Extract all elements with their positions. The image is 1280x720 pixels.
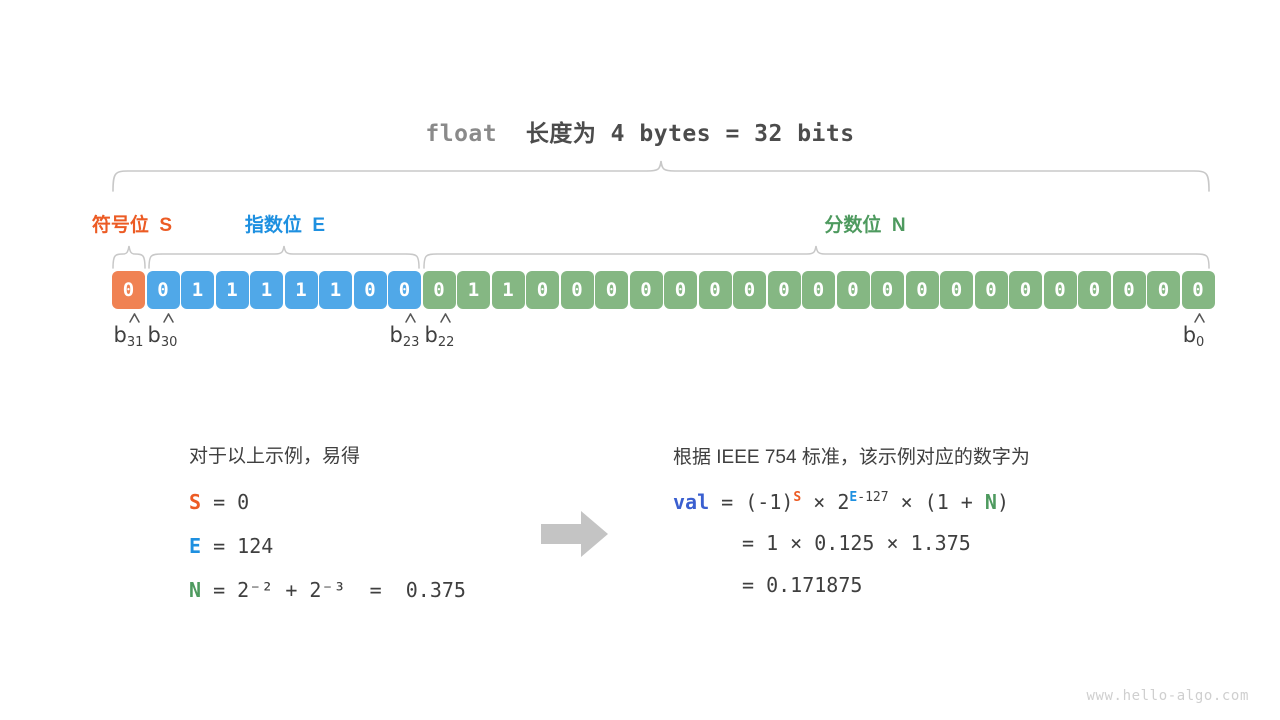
bit-cell-b12: 0 <box>767 271 801 309</box>
marker-label-b23: b23 <box>389 323 420 350</box>
formula-mult1: × 2 <box>801 490 850 514</box>
bit-cell-b14: 0 <box>698 271 732 309</box>
formula-n: N <box>984 490 997 514</box>
brace-exponent <box>148 245 420 269</box>
formula-name: val <box>673 490 710 514</box>
marker-label-b0: b0 <box>1182 323 1205 350</box>
bit-cell-b28: 1 <box>215 271 249 309</box>
bit-cell-b2: 0 <box>1112 271 1146 309</box>
bit-cell-b8: 0 <box>905 271 939 309</box>
bit-cell-b4: 0 <box>1043 271 1077 309</box>
bit-cell-b23: 0 <box>388 271 421 309</box>
right-result-block: 根据 IEEE 754 标准，该示例对应的数字为 val = (-1)S × 2… <box>673 448 1030 595</box>
bit-cell-b21: 1 <box>457 271 490 309</box>
bit-cell-b25: 1 <box>319 271 352 309</box>
left-row-s: S = 0 <box>189 492 466 512</box>
bit-cell-b22: 0 <box>422 271 456 309</box>
brace-sign <box>112 245 146 269</box>
formula-sup-exp: E-127 <box>849 490 888 505</box>
equals-s: = <box>201 490 238 514</box>
bit-cell-b9: 0 <box>871 271 904 309</box>
value-n: 2⁻² + 2⁻³ = 0.375 <box>237 578 466 602</box>
bit-cell-b18: 0 <box>560 271 594 309</box>
formula-sup-s: S <box>793 490 802 505</box>
equals-n: = <box>201 578 238 602</box>
bit-cell-b26: 1 <box>284 271 318 309</box>
left-row-e: E = 124 <box>189 536 466 556</box>
section-label-exponent: 指数位 E <box>244 215 326 236</box>
formula-line: val = (-1)S × 2E-127 × (1 + N) <box>673 490 1030 514</box>
bit-cell-b24: 0 <box>353 271 387 309</box>
title-rest: 长度为 4 bytes = 32 bits <box>497 121 855 147</box>
bit-cell-b20: 1 <box>491 271 525 309</box>
bit-cell-b11: 0 <box>802 271 835 309</box>
bit-cell-b30: 0 <box>146 271 180 309</box>
formula-mult2: × (1 + <box>888 490 985 514</box>
page-title: float 长度为 4 bytes = 32 bits <box>0 114 1280 148</box>
formula-open: (-1) <box>745 490 794 514</box>
bit-cell-b13: 0 <box>733 271 766 309</box>
value-s: 0 <box>237 490 250 514</box>
formula-step-1: = 1 × 0.125 × 1.375 <box>742 531 971 555</box>
bit-cell-b7: 0 <box>940 271 973 309</box>
symbol-e: E <box>189 534 202 558</box>
marker-label-b30: b30 <box>147 323 178 350</box>
bit-cell-b29: 1 <box>181 271 214 309</box>
bit-cell-b0: 0 <box>1181 271 1215 309</box>
right-heading: 根据 IEEE 754 标准，该示例对应的数字为 <box>673 447 1030 468</box>
bit-cell-b6: 0 <box>974 271 1008 309</box>
left-row-n: N = 2⁻² + 2⁻³ = 0.375 <box>189 580 466 600</box>
section-label-fraction: 分数位 N <box>824 215 906 236</box>
bit-cell-b31: 0 <box>112 271 145 309</box>
formula-step-2: = 0.171875 <box>742 573 863 597</box>
symbol-s: S <box>189 490 202 514</box>
equals-e: = <box>201 534 238 558</box>
symbol-n: N <box>189 578 202 602</box>
bit-cell-b10: 0 <box>836 271 870 309</box>
formula-equals: = <box>709 490 746 514</box>
marker-label-b31: b31 <box>113 323 144 350</box>
value-e: 124 <box>237 534 274 558</box>
marker-label-b22: b22 <box>424 323 455 350</box>
formula-sup-e: E <box>849 490 858 505</box>
bit-cell-b15: 0 <box>664 271 697 309</box>
left-derivation-block: 对于以上示例，易得 S = 0 E = 124 N = 2⁻² + 2⁻³ = … <box>189 447 466 600</box>
right-arrow-icon <box>541 508 609 565</box>
formula-sup-e-rest: -127 <box>857 490 889 505</box>
brace-32-bits <box>112 160 1210 192</box>
bit-cell-b19: 0 <box>526 271 559 309</box>
bit-cell-b5: 0 <box>1009 271 1042 309</box>
bit-cell-b27: 1 <box>250 271 283 309</box>
brace-fraction <box>423 245 1210 269</box>
title-keyword: float <box>425 121 498 147</box>
bit-cell-b17: 0 <box>595 271 628 309</box>
left-heading: 对于以上示例，易得 <box>189 446 361 467</box>
bit-cell-b3: 0 <box>1078 271 1111 309</box>
formula-close: ) <box>996 490 1009 514</box>
watermark: www.hello-algo.com <box>1086 688 1249 704</box>
section-label-sign: 符号位 S <box>91 215 173 236</box>
bit-cell-b16: 0 <box>629 271 663 309</box>
bit-cell-b1: 0 <box>1147 271 1180 309</box>
